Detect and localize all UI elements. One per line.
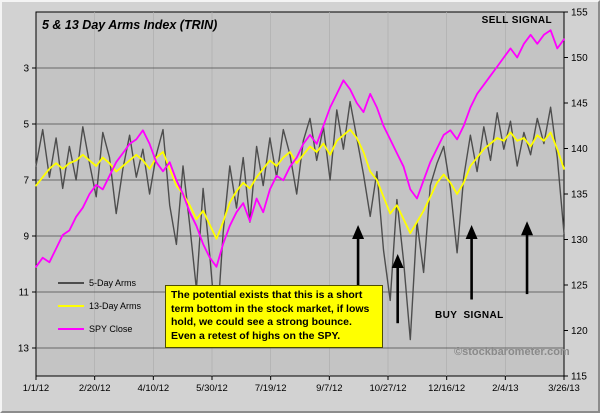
annotation-callout: The potential exists that this is a shor… bbox=[165, 285, 383, 348]
buy-arrow-icon bbox=[521, 221, 534, 236]
x-axis-label: 1/1/12 bbox=[23, 383, 49, 394]
legend-label-13-day-arms: 13-Day Arms bbox=[89, 301, 142, 311]
13-day-arms-line-swatch bbox=[58, 305, 84, 307]
x-axis-label: 3/26/13 bbox=[548, 383, 580, 394]
x-axis-label: 9/7/12 bbox=[316, 383, 342, 394]
left-axis-label: 13 bbox=[18, 344, 30, 355]
x-axis-label: 10/27/12 bbox=[370, 383, 407, 394]
series-line-5-day-arms bbox=[35, 100, 565, 341]
chart-legend: 5-Day Arms 13-Day Arms SPY Close bbox=[58, 278, 141, 334]
buy-signal-label: BUY SIGNAL bbox=[435, 310, 504, 321]
legend-item-spy-close: SPY Close bbox=[58, 324, 141, 334]
x-axis-label: 5/30/12 bbox=[196, 383, 228, 394]
5-day-arms-line-swatch bbox=[58, 282, 84, 284]
x-axis-label: 12/16/12 bbox=[428, 383, 465, 394]
legend-item-5-day-arms: 5-Day Arms bbox=[58, 278, 141, 288]
left-axis-label: 9 bbox=[23, 232, 29, 243]
watermark: ©stockbarometer.com bbox=[454, 346, 570, 358]
right-axis-label: 145 bbox=[571, 99, 588, 110]
right-axis-label: 125 bbox=[571, 281, 588, 292]
watermark-text: stockbarometer.com bbox=[462, 346, 570, 358]
chart-title: 5 & 13 Day Arms Index (TRIN) bbox=[42, 18, 218, 32]
spy-close-line-swatch bbox=[58, 328, 84, 330]
left-axis-label: 7 bbox=[23, 176, 29, 187]
series-line-spy-close bbox=[35, 29, 565, 268]
buy-arrow-icon bbox=[352, 224, 365, 239]
sell-signal-label: SELL SIGNAL bbox=[481, 15, 552, 26]
legend-label-5-day-arms: 5-Day Arms bbox=[89, 278, 137, 288]
copyright-icon: © bbox=[454, 346, 463, 358]
right-axis-label: 120 bbox=[571, 326, 588, 337]
left-axis-label: 11 bbox=[19, 288, 30, 299]
x-axis-label: 7/19/12 bbox=[255, 383, 287, 394]
legend-label-spy-close: SPY Close bbox=[89, 324, 133, 334]
series-line-13-day-arms bbox=[35, 128, 565, 240]
x-axis-label: 2/20/12 bbox=[79, 383, 111, 394]
buy-arrow-icon bbox=[391, 254, 404, 269]
right-axis-label: 140 bbox=[571, 144, 588, 155]
x-axis-label: 2/4/13 bbox=[492, 383, 518, 394]
buy-arrow-icon bbox=[465, 224, 478, 239]
left-axis-label: 3 bbox=[23, 64, 29, 75]
x-axis-label: 4/10/12 bbox=[137, 383, 169, 394]
right-axis-label: 135 bbox=[571, 190, 588, 201]
legend-item-13-day-arms: 13-Day Arms bbox=[58, 301, 141, 311]
right-axis-label: 130 bbox=[571, 235, 588, 246]
right-axis-label: 155 bbox=[571, 8, 588, 19]
left-axis-label: 5 bbox=[23, 120, 29, 131]
right-axis-label: 115 bbox=[571, 372, 587, 383]
right-axis-label: 150 bbox=[571, 53, 588, 64]
